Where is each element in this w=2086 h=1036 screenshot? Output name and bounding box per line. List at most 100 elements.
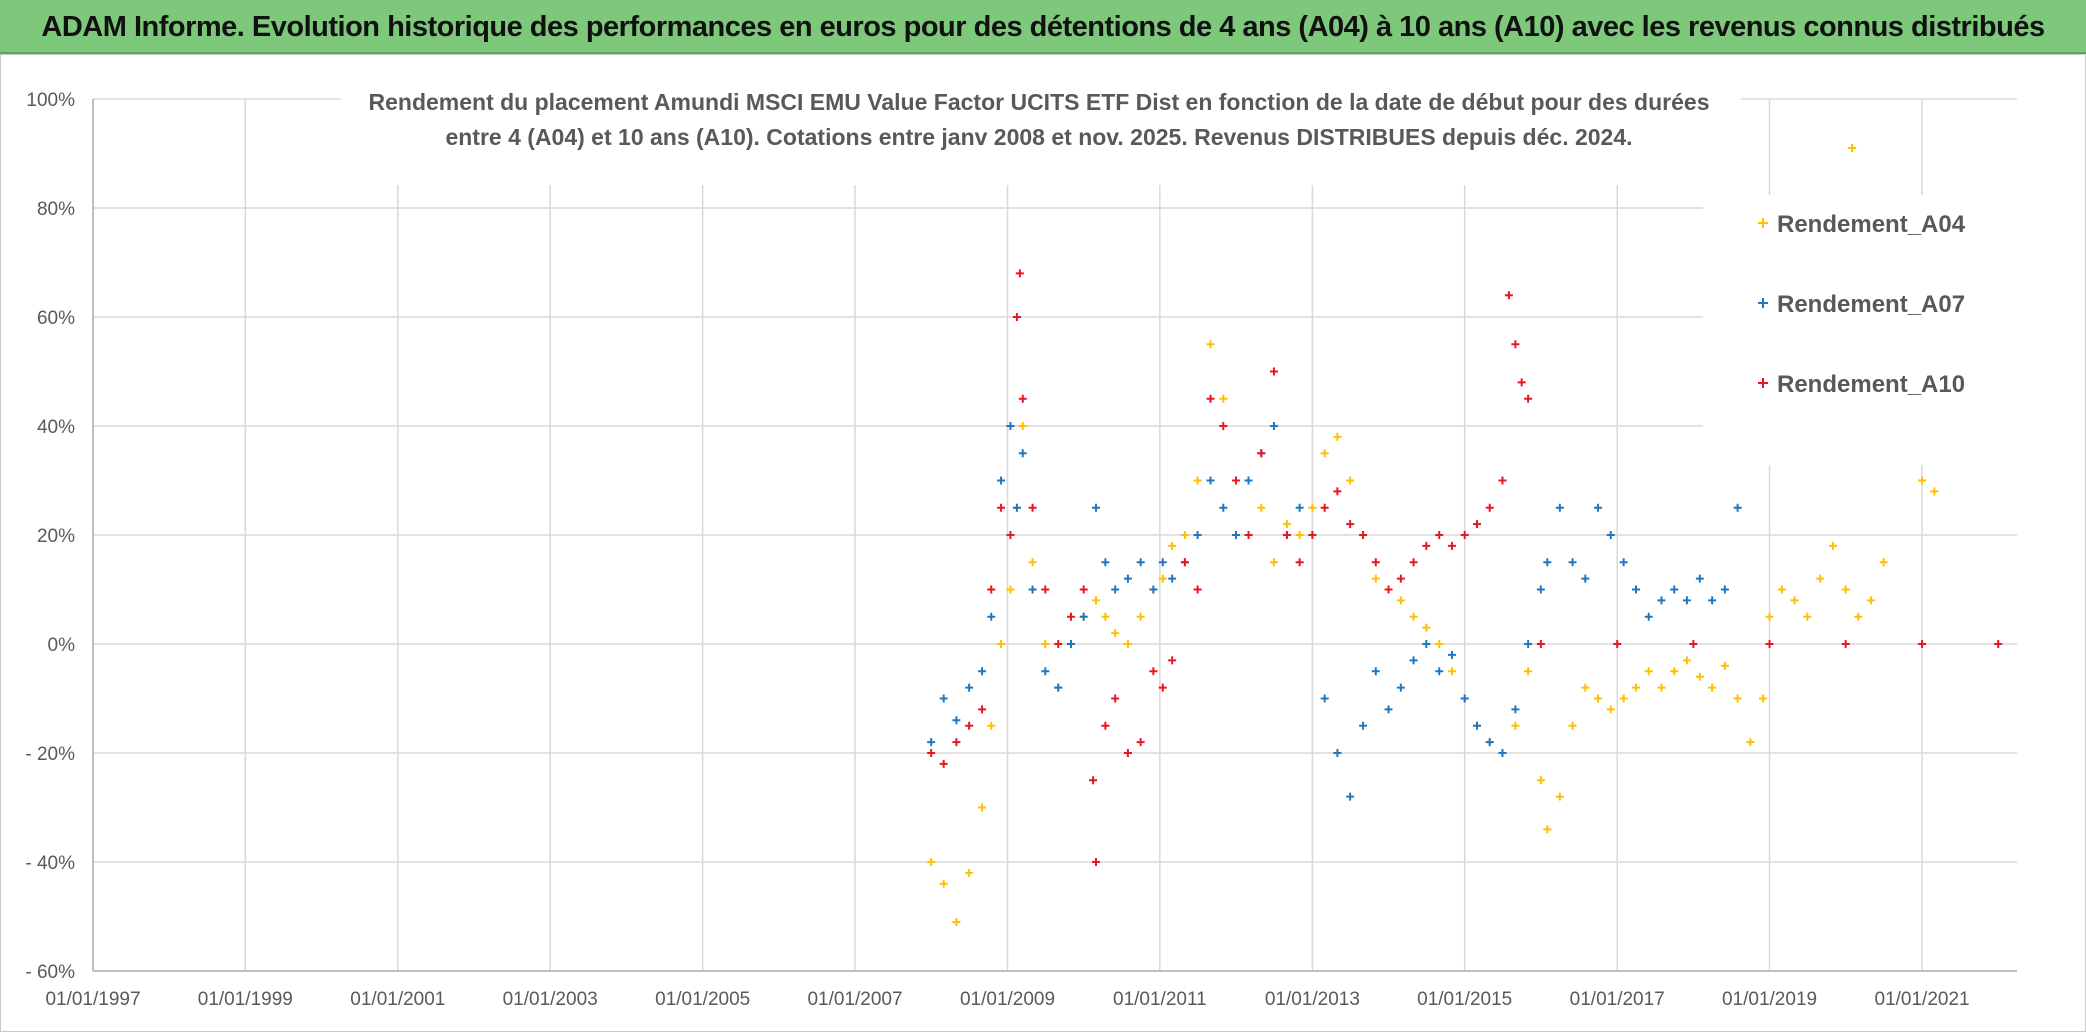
data-point: [1206, 340, 1215, 349]
data-point: [1158, 683, 1167, 692]
data-point: [1041, 585, 1050, 594]
data-point: [1828, 541, 1837, 550]
data-point: [1524, 667, 1533, 676]
data-point: [1136, 612, 1145, 621]
data-point: [997, 503, 1006, 512]
series-Rendement_A07: [927, 422, 1768, 801]
data-point: [1930, 487, 1939, 496]
data-point: [1193, 585, 1202, 594]
data-point: [1447, 541, 1456, 550]
data-point: [1282, 531, 1291, 539]
data-point: [1396, 683, 1405, 692]
page-title: ADAM Informe. Evolution historique des p…: [41, 11, 2045, 43]
data-point: [1346, 476, 1355, 485]
data-point: [1269, 558, 1278, 567]
x-tick-label: 01/01/1997: [45, 989, 140, 1010]
data-point: [1473, 721, 1481, 730]
data-point: [1384, 585, 1393, 594]
chart-area: 100% 80% 60% 40% 20% 0% - 20% - 40% - 60% 01/01/…: [0, 54, 2086, 1032]
data-point: [965, 721, 974, 730]
data-point: [978, 705, 987, 714]
data-point: [1232, 531, 1241, 539]
data-point: [939, 879, 948, 888]
data-point: [1708, 683, 1717, 692]
data-points: [927, 144, 2003, 926]
title-backdrop: [341, 83, 1741, 185]
data-point: [1066, 612, 1075, 621]
x-tick-label: 01/01/2019: [1722, 989, 1817, 1010]
data-point: [1308, 531, 1317, 539]
data-point: [1594, 694, 1603, 703]
data-point: [978, 803, 987, 812]
legend-marker: [1758, 298, 1768, 308]
data-point: [1511, 340, 1520, 349]
data-point: [1841, 640, 1850, 648]
data-point: [1594, 503, 1603, 512]
data-point: [1136, 558, 1145, 567]
x-tick-label: 01/01/2013: [1265, 989, 1360, 1010]
x-tick-label: 01/01/1999: [198, 989, 293, 1010]
data-point: [1079, 585, 1088, 594]
data-point: [1295, 503, 1304, 512]
x-tick-label: 01/01/2011: [1113, 989, 1207, 1010]
y-tick-label: 40%: [37, 417, 75, 438]
data-point: [1555, 792, 1564, 801]
data-point: [1111, 585, 1120, 594]
data-point: [1136, 738, 1145, 747]
data-point: [1219, 394, 1228, 403]
data-point: [1158, 574, 1167, 583]
data-point: [965, 683, 974, 692]
data-point: [1193, 476, 1202, 485]
data-point: [952, 716, 961, 725]
data-point: [1765, 612, 1774, 621]
data-point: [1632, 683, 1640, 692]
data-point: [1282, 520, 1291, 529]
data-point: [1879, 558, 1888, 567]
chart-title-line-2: entre 4 (A04) et 10 ans (A10). Cotations…: [445, 124, 1632, 150]
data-point: [1180, 558, 1189, 567]
data-point: [1041, 640, 1050, 648]
data-point: [1918, 476, 1927, 485]
data-point: [1720, 585, 1729, 594]
data-point: [1435, 640, 1444, 648]
data-point: [1193, 531, 1202, 539]
data-point: [1123, 749, 1132, 757]
data-point: [1111, 694, 1120, 703]
data-point: [1498, 749, 1507, 757]
data-point: [1320, 694, 1329, 703]
data-point: [1371, 574, 1380, 583]
data-point: [1168, 541, 1177, 550]
data-point: [1803, 612, 1812, 621]
data-point: [1308, 503, 1317, 512]
data-point: [1320, 503, 1329, 512]
data-point: [1524, 394, 1533, 403]
data-point: [1536, 640, 1545, 648]
data-point: [1219, 503, 1228, 512]
data-point: [1543, 558, 1552, 567]
data-point: [1101, 558, 1110, 567]
data-point: [1511, 721, 1520, 730]
data-point: [1422, 623, 1431, 632]
data-point: [1511, 705, 1520, 714]
data-point: [1543, 825, 1552, 834]
data-point: [1396, 596, 1405, 605]
y-tick-label: - 20%: [25, 744, 75, 765]
x-tick-label: 01/01/2017: [1570, 989, 1665, 1010]
y-tick-label: 60%: [37, 308, 75, 329]
data-point: [1409, 558, 1418, 567]
data-point: [1746, 738, 1755, 747]
data-point: [1149, 667, 1158, 676]
legend-label: Rendement_A10: [1777, 371, 1965, 398]
data-point: [1320, 449, 1329, 458]
data-point: [1168, 656, 1177, 665]
data-point: [1854, 612, 1863, 621]
data-point: [1581, 683, 1590, 692]
data-point: [1012, 313, 1021, 321]
legend-label: Rendement_A04: [1777, 211, 1966, 238]
series-Rendement_A10: [927, 269, 2003, 866]
data-point: [1536, 776, 1545, 785]
data-point: [1206, 476, 1215, 485]
data-point: [1504, 291, 1513, 300]
data-point: [1632, 585, 1640, 594]
data-point: [1866, 596, 1875, 605]
